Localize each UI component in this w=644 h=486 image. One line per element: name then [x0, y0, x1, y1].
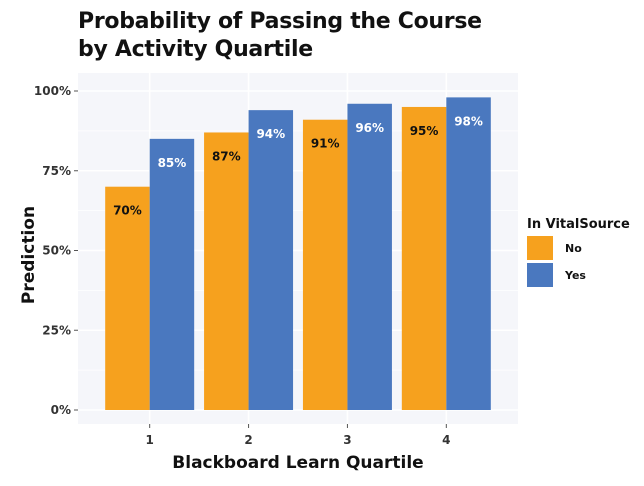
- bar-label: 98%: [454, 114, 483, 128]
- bars: 70% 85% 87% 94% 91% 96% 95% 98%: [105, 97, 491, 411]
- bar-label: 87%: [212, 149, 241, 163]
- y-tick-label: 75%: [42, 164, 71, 178]
- y-tick-label: 25%: [42, 323, 71, 337]
- y-axis: 0% 25% 50% 75% 100%: [34, 84, 78, 417]
- bar-yes-q1: [149, 138, 195, 410]
- legend-title: In VitalSource: [527, 217, 630, 232]
- bar-label: 91%: [311, 137, 340, 151]
- chart-title-line-2: by Activity Quartile: [78, 37, 313, 62]
- bar-no-q3: [302, 119, 348, 411]
- bar-label: 94%: [256, 127, 285, 141]
- y-tick-label: 100%: [34, 84, 71, 98]
- x-tick-label: 2: [244, 433, 252, 447]
- x-tick-label: 1: [146, 433, 154, 447]
- y-tick-label: 50%: [42, 244, 71, 258]
- bar-yes-q3: [347, 103, 392, 410]
- legend: In VitalSource No Yes: [527, 217, 630, 287]
- x-axis: 1 2 3 4: [146, 424, 450, 447]
- bar-label: 85%: [158, 156, 187, 170]
- bar-label: 96%: [355, 121, 384, 135]
- legend-key-yes: [527, 263, 553, 287]
- y-tick-label: 0%: [51, 403, 71, 417]
- legend-key-no: [527, 236, 553, 260]
- x-tick-label: 4: [442, 433, 450, 447]
- legend-label-no: No: [565, 242, 582, 255]
- chart-title-line-1: Probability of Passing the Course: [78, 9, 482, 34]
- bar-label: 95%: [410, 124, 439, 138]
- bar-yes-q2: [248, 110, 294, 410]
- bar-label: 70%: [113, 204, 142, 218]
- y-axis-title: Prediction: [19, 206, 39, 304]
- bar-yes-q4: [446, 97, 491, 410]
- x-axis-title: Blackboard Learn Quartile: [172, 453, 423, 473]
- x-tick-label: 3: [343, 433, 351, 447]
- bar-no-q2: [204, 132, 249, 410]
- chart-title: Probability of Passing the Course by Act…: [78, 8, 482, 64]
- bar-no-q1: [105, 186, 150, 410]
- bar-no-q4: [401, 106, 447, 410]
- legend-label-yes: Yes: [564, 269, 586, 282]
